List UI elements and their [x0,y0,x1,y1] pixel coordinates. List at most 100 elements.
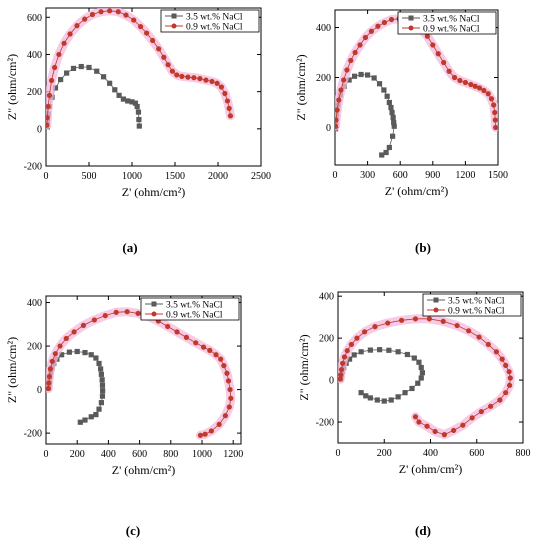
data-point-3-5-nacl [389,109,395,116]
data-point-0-9-nacl [354,335,360,341]
data-point-0-9-nacl [385,320,391,326]
data-point-0-9-nacl [357,42,363,48]
legend-marker-circle [151,311,157,317]
data-point-0-9-nacl [451,427,457,434]
legend-box [422,293,522,317]
data-point-3-5-nacl [415,380,421,386]
y-tick-label: 400 [319,292,334,303]
data-point-0-9-nacl [71,329,77,335]
data-point-3-5-nacl [52,85,59,91]
x-tick-label: 0 [44,449,49,460]
data-point-3-5-nacl [136,116,142,123]
data-point-0-9-nacl [224,370,230,376]
data-point-3-5-nacl [404,351,410,358]
data-point-0-9-nacl [348,57,354,64]
data-point-0-9-nacl [200,344,207,350]
legend-box [140,297,240,321]
data-point-3-5-nacl [135,109,142,115]
data-point-3-5-nacl [59,352,65,358]
data-point-0-9-nacl [435,51,441,57]
data-point-0-9-nacl [492,109,498,116]
legend-box [160,9,260,33]
y-tick-label: 200 [316,73,331,84]
data-point-3-5-nacl [99,393,106,399]
data-point-0-9-nacl [468,81,474,88]
data-point-3-5-nacl [409,385,415,392]
series-layer [338,314,515,440]
data-point-3-5-nacl [376,81,383,87]
data-point-0-9-nacl [74,23,80,29]
y-tick-label: 0 [37,124,42,135]
data-point-0-9-nacl [218,84,225,90]
y-tick-label: 600 [27,13,42,24]
data-point-0-9-nacl [424,423,430,429]
x-tick-label: 800 [163,449,178,460]
data-point-0-9-nacl [46,115,50,121]
data-point-0-9-nacl [98,9,104,15]
data-point-0-9-nacl [221,363,227,369]
x-tick-label: 2000 [208,171,228,182]
x-tick-label: 1000 [192,449,212,460]
legend-entry: 3.5 wt.% NaCl [186,12,243,22]
data-point-0-9-nacl [80,322,87,328]
y-tick-label: -200 [24,162,42,173]
data-point-3-5-nacl [418,375,424,381]
data-point-3-5-nacl [358,71,364,78]
data-point-0-9-nacl [507,375,513,381]
data-point-3-5-nacl [411,355,417,361]
data-point-0-9-nacl [161,54,167,60]
x-tick-label: 200 [70,449,85,460]
panel-d: 0 200 400 600 800 -200 0 200 400 Z' (ohm/cm²) Z" (… [297,291,531,538]
legend-marker-circle [171,23,177,29]
x-tick-label: 0 [44,171,49,182]
data-point-0-9-nacl [416,419,422,425]
data-point-0-9-nacl [226,105,232,111]
x-tick-label: 0 [336,448,341,459]
data-point-0-9-nacl [348,341,355,348]
data-point-3-5-nacl [136,123,142,129]
data-point-3-5-nacl [132,100,139,106]
y-tick-label: 0 [329,376,334,387]
data-point-0-9-nacl [488,403,494,409]
data-point-0-9-nacl [102,312,108,319]
data-point-3-5-nacl [381,398,387,404]
data-point-0-9-nacl [497,397,503,403]
data-point-0-9-nacl [213,352,219,358]
x-tick-label: 600 [132,449,147,460]
data-point-0-9-nacl [165,323,171,330]
data-point-0-9-nacl [432,428,438,435]
data-point-0-9-nacl [506,382,513,388]
data-point-0-9-nacl [388,16,395,23]
data-point-3-5-nacl [77,419,83,425]
data-point-0-9-nacl [49,358,55,364]
data-point-3-5-nacl [388,104,394,111]
x-tick-label: 500 [82,171,97,182]
data-point-0-9-nacl [208,428,214,434]
data-point-0-9-nacl [226,404,232,410]
data-point-0-9-nacl [123,12,129,18]
y-tick-label: -200 [24,429,42,440]
data-point-0-9-nacl [412,316,419,322]
x-tick-label: 400 [101,449,116,460]
data-point-0-9-nacl [338,372,344,378]
x-tick-label: 400 [423,448,438,459]
data-point-3-5-nacl [101,74,107,80]
x-axis-label: Z' (ohm/cm²) [399,462,462,476]
data-point-0-9-nacl [506,369,512,375]
data-point-0-9-nacl [89,11,96,18]
data-point-0-9-nacl [454,322,460,329]
data-point-3-5-nacl [116,92,122,98]
data-point-3-5-nacl [98,366,104,372]
x-tick-label: 600 [469,448,484,459]
data-point-0-9-nacl [430,42,436,48]
y-axis-label: Z" (ohm/cm²) [5,54,19,120]
data-point-3-5-nacl [381,87,387,93]
legend-entry: 0.9 wt.% NaCl [166,310,223,320]
series-layer [335,14,498,158]
data-point-0-9-nacl [485,341,491,348]
data-point-0-9-nacl [214,80,220,86]
data-point-0-9-nacl [46,92,53,98]
